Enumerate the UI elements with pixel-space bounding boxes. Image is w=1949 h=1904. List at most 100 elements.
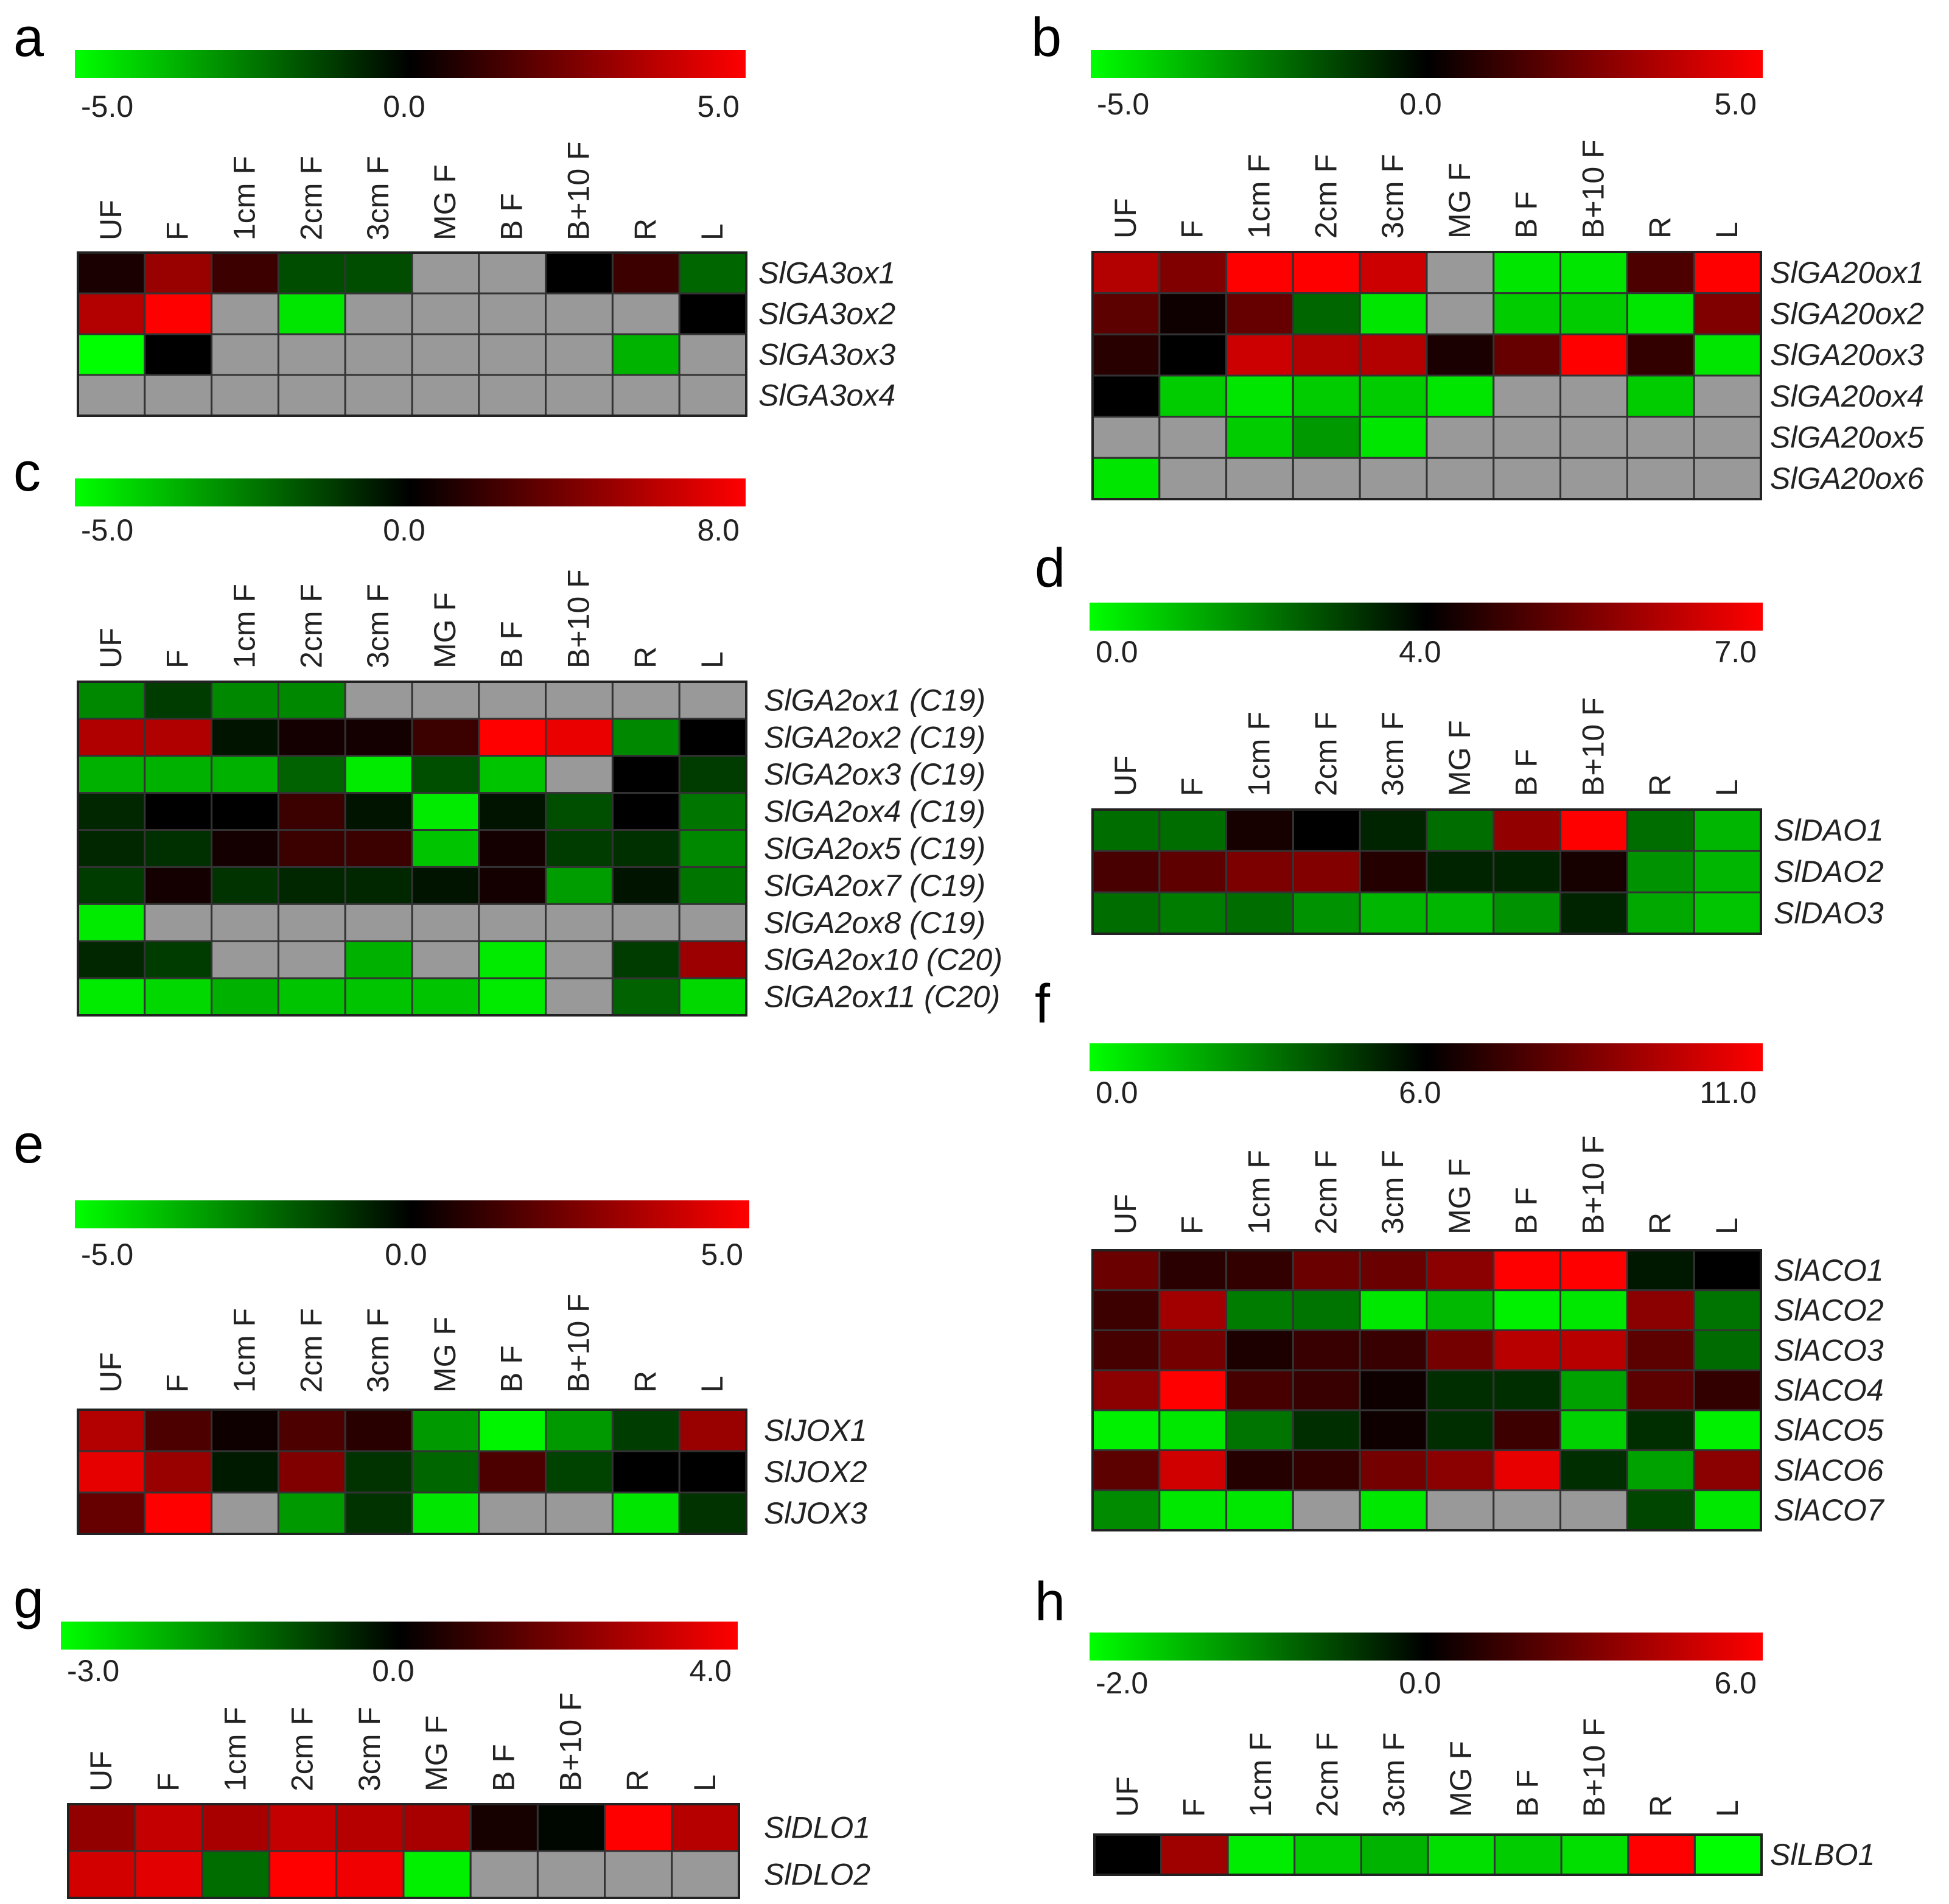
heatmap-cell [344,1450,413,1494]
heatmap-cell [1559,333,1628,377]
heatmap-cell [211,829,279,868]
heatmap-cell [411,866,480,905]
heatmap-cell [678,903,747,942]
scale-label: -2.0 [1096,1666,1148,1700]
heatmap-cell [545,374,614,417]
heatmap-cell [77,829,146,868]
column-label: 2cm F [285,1707,320,1791]
heatmap-cell [611,292,681,335]
heatmap-cell [1158,1489,1228,1531]
heatmap-cell [1225,1449,1294,1491]
panel-c: c -5.0 0.0 8.0 UF F 1cm F 2cm F 3cm F MG F B F B+10… [13,442,1002,1017]
heatmap-cell [77,755,146,794]
row-label: SlGA20ox3 [1770,338,1924,372]
heatmap-cell [1693,1329,1762,1371]
heatmap-cell [1626,374,1695,418]
column-label: MG F [1443,1158,1477,1234]
column-label: L [695,1376,729,1393]
row-label: SlACO5 [1774,1413,1884,1447]
heatmap-cell [335,1803,405,1852]
scale-label: 5.0 [1714,87,1757,121]
heatmap-cell [344,718,413,757]
heatmap-cell [1426,808,1495,852]
heatmap-cell [671,1850,740,1899]
heatmap-cell [411,1450,480,1494]
heatmap-cell [611,681,681,720]
heatmap-cell [478,1491,547,1535]
heatmap-cell [201,1803,271,1852]
color-scale-bar [61,1622,738,1650]
heatmap-cell [1225,416,1294,459]
heatmap-cell [545,292,614,335]
heatmap-cell [1693,416,1762,459]
heatmap-cell [1158,850,1228,894]
heatmap-cell [1559,1449,1628,1491]
heatmap-cell [478,374,547,417]
heatmap-cell [77,866,146,905]
heatmap-cell [1292,1409,1361,1452]
heatmap-cell [1292,292,1361,335]
heatmap-cell [277,866,346,905]
scale-label: 0.0 [372,1654,415,1688]
heatmap-cell [1225,850,1294,894]
heatmap-cell [211,866,279,905]
column-label: UF [94,628,128,668]
column-label: MG F [428,1317,462,1393]
heatmap-cell [144,940,213,979]
heatmap-cell [1559,1489,1628,1531]
heatmap-cell [1626,333,1695,377]
column-label: 3cm F [352,1707,387,1791]
column-label: R [1643,1213,1677,1234]
panel-letter-b: b [1031,7,1062,68]
heatmap-cell [1226,1833,1296,1876]
heatmap-cell [545,977,614,1017]
heatmap-cell [411,251,480,295]
heatmap-cell [1693,292,1762,335]
column-label: B F [495,1345,529,1393]
heatmap-cell [1426,891,1495,935]
heatmap-cell [1626,891,1695,935]
heatmap-cell [268,1803,338,1852]
heatmap-cell [144,866,213,905]
heatmap-cell [469,1803,539,1852]
heatmap-cell [1158,1289,1228,1331]
heatmap-cell [344,681,413,720]
column-label: 1cm F [228,584,262,668]
heatmap-cell [144,333,213,376]
panel-f: f 0.0 6.0 11.0 UF F 1cm F 2cm F 3cm F MG F B F B+10… [1035,974,1885,1531]
column-label: F [161,649,195,668]
heatmap-cell [211,1491,279,1535]
heatmap-cell [1426,374,1495,418]
heatmap-cell [1626,1369,1695,1412]
heatmap-cell [411,792,480,831]
heatmap-cell [1292,1489,1361,1531]
heatmap-cell [77,1450,146,1494]
panel-b: b -5.0 0.0 5.0 UF F 1cm F 2cm F 3cm F MG F B F B+10… [1031,7,1924,500]
column-label: 3cm F [1377,1732,1411,1817]
heatmap-cell [678,251,747,295]
heatmap-cell [611,718,681,757]
heatmap-cell [1559,808,1628,852]
heatmap-cell [1292,891,1361,935]
column-label: B+10 F [554,1692,588,1791]
heatmap-cell [77,333,146,376]
heatmap-cell [134,1803,203,1852]
heatmap-cell [211,292,279,335]
heatmap-cell [344,333,413,376]
heatmap-cell [1225,1289,1294,1331]
heatmap-cell [1492,850,1562,894]
heatmap-cell [478,829,547,868]
panel-d: d 0.0 4.0 7.0 UF F 1cm F 2cm F 3cm F MG F B F B+10 … [1035,538,1884,935]
heatmap-border [1091,808,1762,935]
row-label: SlLBO1 [1770,1838,1875,1872]
color-scale-bar [1090,1633,1763,1661]
heatmap-cell [1292,850,1361,894]
heatmap-cell [1091,1489,1161,1531]
heatmap-cell [1492,1289,1562,1331]
heatmap-cell [277,251,346,295]
heatmap-cell [411,829,480,868]
heatmap-cell [1626,1329,1695,1371]
heatmap-cell [478,333,547,376]
heatmap-cell [277,1450,346,1494]
